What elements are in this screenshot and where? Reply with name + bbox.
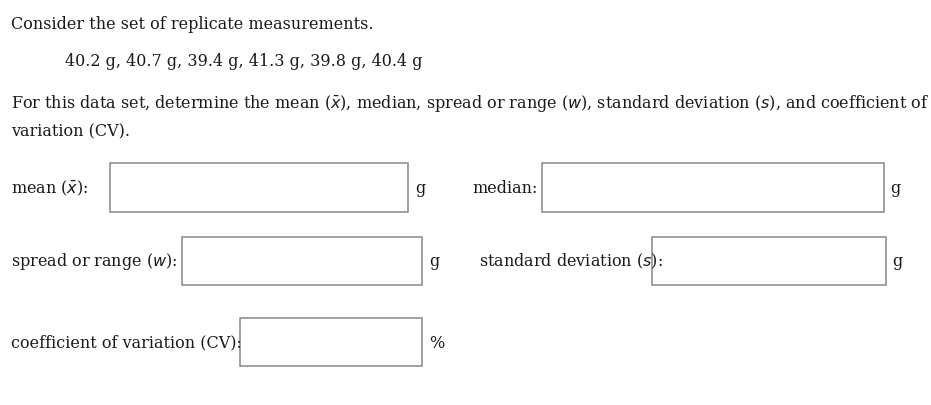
FancyBboxPatch shape (652, 237, 886, 286)
FancyBboxPatch shape (240, 318, 422, 367)
Text: g: g (892, 253, 902, 270)
Text: g: g (890, 180, 900, 197)
Text: g: g (429, 253, 439, 270)
Text: standard deviation ($s$):: standard deviation ($s$): (479, 252, 663, 271)
FancyBboxPatch shape (110, 164, 408, 213)
Text: For this data set, determine the mean ($\bar{x}$), median, spread or range ($w$): For this data set, determine the mean ($… (11, 93, 929, 114)
Text: spread or range ($w$):: spread or range ($w$): (11, 251, 178, 272)
FancyBboxPatch shape (542, 164, 884, 213)
Text: Consider the set of replicate measurements.: Consider the set of replicate measuremen… (11, 16, 373, 33)
FancyBboxPatch shape (182, 237, 422, 286)
Text: coefficient of variation (CV):: coefficient of variation (CV): (11, 334, 242, 351)
Text: %: % (429, 334, 444, 351)
Text: g: g (415, 180, 425, 197)
Text: median:: median: (472, 180, 537, 197)
Text: mean ($\bar{x}$):: mean ($\bar{x}$): (11, 179, 88, 198)
Text: variation (CV).: variation (CV). (11, 124, 130, 141)
Text: 40.2 g, 40.7 g, 39.4 g, 41.3 g, 39.8 g, 40.4 g: 40.2 g, 40.7 g, 39.4 g, 41.3 g, 39.8 g, … (65, 53, 423, 70)
